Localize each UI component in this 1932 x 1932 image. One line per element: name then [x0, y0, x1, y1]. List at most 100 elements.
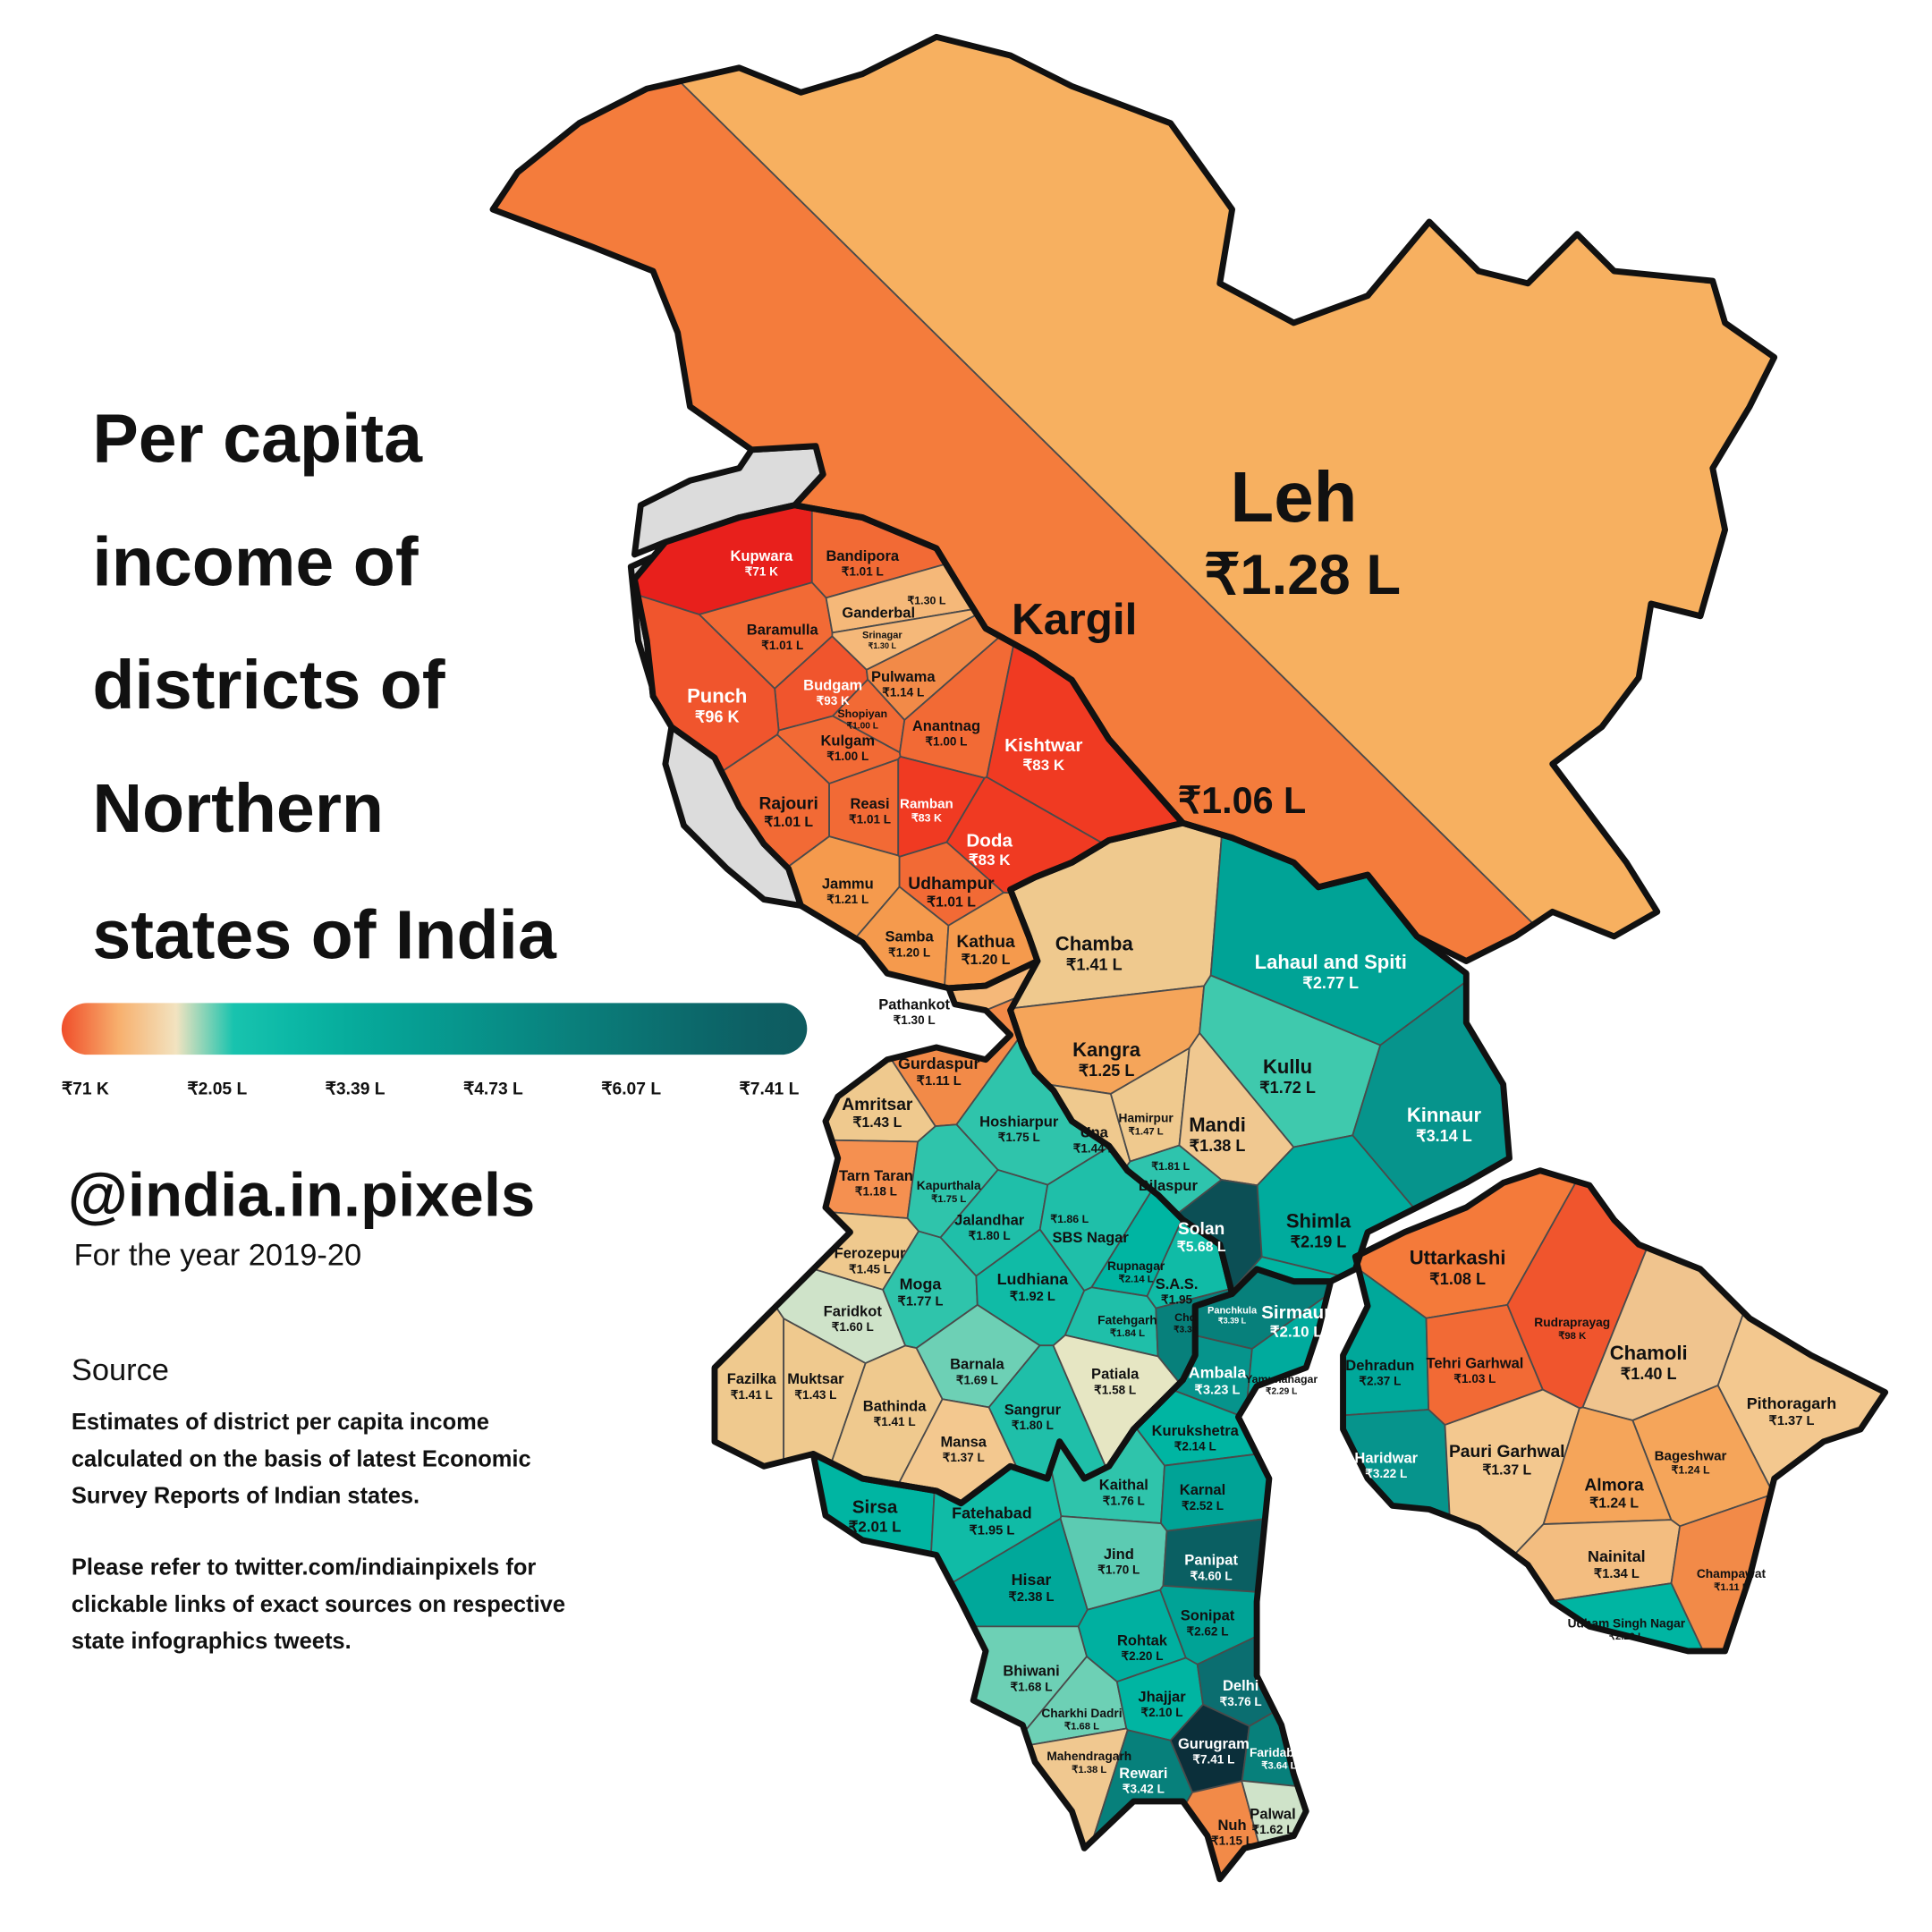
district-value: ₹1.40 L [1621, 1365, 1677, 1383]
district-name: Lahaul and Spiti [1255, 951, 1407, 973]
district-value: ₹1.81 L [1151, 1160, 1190, 1173]
district-name: Shimla [1286, 1209, 1352, 1232]
district-value: ₹83 K [911, 812, 942, 825]
district-name: Leh [1230, 457, 1357, 537]
district-value: ₹1.70 L [1097, 1563, 1140, 1576]
district-name: Jhajjar [1138, 1689, 1186, 1706]
district-name: Fatehgarh [1097, 1313, 1157, 1326]
district-name: Chamba [1055, 932, 1134, 954]
district-name: Nainital [1588, 1547, 1646, 1565]
district-value: ₹1.14 L [882, 686, 924, 699]
district-name: Mansa [941, 1433, 987, 1450]
district-name: Pauri Garhwal [1449, 1443, 1565, 1462]
district-value: ₹7.41 L [1192, 1753, 1234, 1767]
note-text: Please refer to twitter.com/indiainpixel… [72, 1555, 537, 1580]
title: Per capita income of districts of Northe… [92, 401, 557, 974]
district-name: Charkhi Dadri [1041, 1707, 1122, 1720]
district-value: ₹1.21 L [826, 893, 869, 906]
district-value: ₹1.24 L [1589, 1496, 1639, 1512]
district-name: Kullu [1263, 1055, 1312, 1078]
district-value: ₹3.42 L [1123, 1783, 1165, 1796]
district-value: ₹2.10 L [1270, 1324, 1323, 1341]
district-value: ₹1.75 L [998, 1131, 1040, 1144]
district-name: Srinagar [862, 631, 902, 641]
note-text: clickable links of exact sources on resp… [72, 1592, 565, 1617]
district-name: Sonipat [1181, 1607, 1235, 1624]
source-heading: Source [72, 1353, 169, 1387]
district-name: Fazilka [727, 1370, 777, 1387]
district-name: Ferozepur [835, 1245, 906, 1262]
district-name: Chamoli [1610, 1342, 1688, 1364]
district-value: ₹1.80 L [1012, 1419, 1054, 1432]
district-labels: Leh ₹1.28 L Kargil ₹1.06 L Kupwara₹71 K Bandi… [687, 457, 1836, 1847]
source-text: calculated on the basis of latest Econom… [72, 1446, 531, 1471]
handle: @india.in.pixels [68, 1161, 536, 1230]
district-value: ₹1.44 L [1073, 1141, 1115, 1155]
district-name: Champawat [1697, 1567, 1767, 1580]
title-line: states of India [92, 897, 557, 974]
district-value: ₹2.14 L [1119, 1275, 1154, 1285]
district-name: Kangra [1072, 1038, 1141, 1061]
district-value: ₹2.01 L [849, 1518, 902, 1535]
district-value: ₹1.01 L [849, 812, 891, 826]
district-value: ₹1.68 L [1010, 1680, 1052, 1693]
district-name: Shopiyan [837, 708, 887, 720]
district-value: ₹2.52 L [1182, 1499, 1224, 1513]
district-name: Rajouri [758, 795, 818, 814]
district-value: ₹2.20 L [1121, 1649, 1163, 1663]
district-name: Rohtak [1117, 1631, 1168, 1648]
district-name: Bandipora [826, 547, 899, 564]
district-name: Delhi [1223, 1677, 1258, 1694]
district-name: Doda [966, 830, 1013, 851]
district-value: ₹1.01 L [761, 639, 803, 652]
district-name: Kulgam [820, 733, 875, 750]
district-value: ₹2.77 L [1302, 974, 1359, 992]
district-name: Rewari [1119, 1765, 1167, 1782]
district-area [1244, 1268, 1331, 1572]
district-name: Bhiwani [1003, 1663, 1059, 1680]
district-value: ₹1.06 L [1178, 780, 1306, 821]
district-name: Gurdaspur [898, 1055, 979, 1072]
district-name: Hamirpur [1119, 1111, 1174, 1124]
district-name: Rupnagar [1107, 1259, 1165, 1273]
district-value: ₹1.28 L [1204, 544, 1401, 606]
district-value: ₹1.84 L [1110, 1328, 1145, 1339]
district-value: ₹1.30 L [894, 1013, 936, 1027]
district-value: ₹1.15 L [1211, 1834, 1253, 1847]
district-value: ₹2.20 L [1609, 1631, 1644, 1642]
district-value: ₹1.30 L [869, 641, 897, 650]
district-value: ₹3.30 [1174, 1326, 1198, 1335]
district-value: ₹1.01 L [927, 895, 976, 911]
district-value: ₹1.43 L [794, 1388, 836, 1402]
district-name: Kishtwar [1004, 735, 1082, 756]
legend-tick-label: ₹2.05 L [187, 1080, 247, 1098]
district-name: Faridkot [824, 1302, 883, 1319]
district-name: Mandi [1189, 1114, 1246, 1136]
district-value: ₹1.37 L [1482, 1463, 1531, 1479]
district-value: ₹1.01 L [842, 565, 884, 579]
district-name: Reasi [851, 795, 890, 812]
district-value: ₹1.41 L [1066, 955, 1123, 973]
district-value: ₹1.43 L [852, 1115, 902, 1131]
district-name: Bageshwar [1655, 1448, 1727, 1463]
district-value: ₹1.92 L [1010, 1290, 1055, 1304]
district-name: Hisar [1012, 1571, 1052, 1589]
legend-tick-label: ₹4.73 L [463, 1080, 523, 1098]
legend-ticks: ₹71 K ₹2.05 L ₹3.39 L ₹4.73 L ₹6.07 L ₹7… [62, 1080, 800, 1098]
district-name: S.A.S. [1156, 1275, 1199, 1292]
district-name: Uttarkashi [1410, 1247, 1506, 1269]
district-value: ₹2.19 L [1291, 1233, 1347, 1250]
district-name: Dehradun [1345, 1357, 1414, 1374]
district-value: ₹98 K [1558, 1331, 1587, 1342]
district-name: Chd [1174, 1311, 1196, 1324]
district-name: Kargil [1012, 594, 1138, 644]
district-name: Pathankot [878, 996, 950, 1013]
district-value: ₹1.38 L [1072, 1765, 1106, 1775]
district-value: ₹3.22 L [1365, 1467, 1407, 1480]
district-name: Ramban [900, 797, 953, 812]
district-name: Yamunanagar [1245, 1373, 1318, 1385]
district-value: ₹1.95 [1161, 1293, 1192, 1307]
district-name: Nuh [1217, 1817, 1246, 1834]
district-value: ₹83 K [1023, 757, 1065, 774]
